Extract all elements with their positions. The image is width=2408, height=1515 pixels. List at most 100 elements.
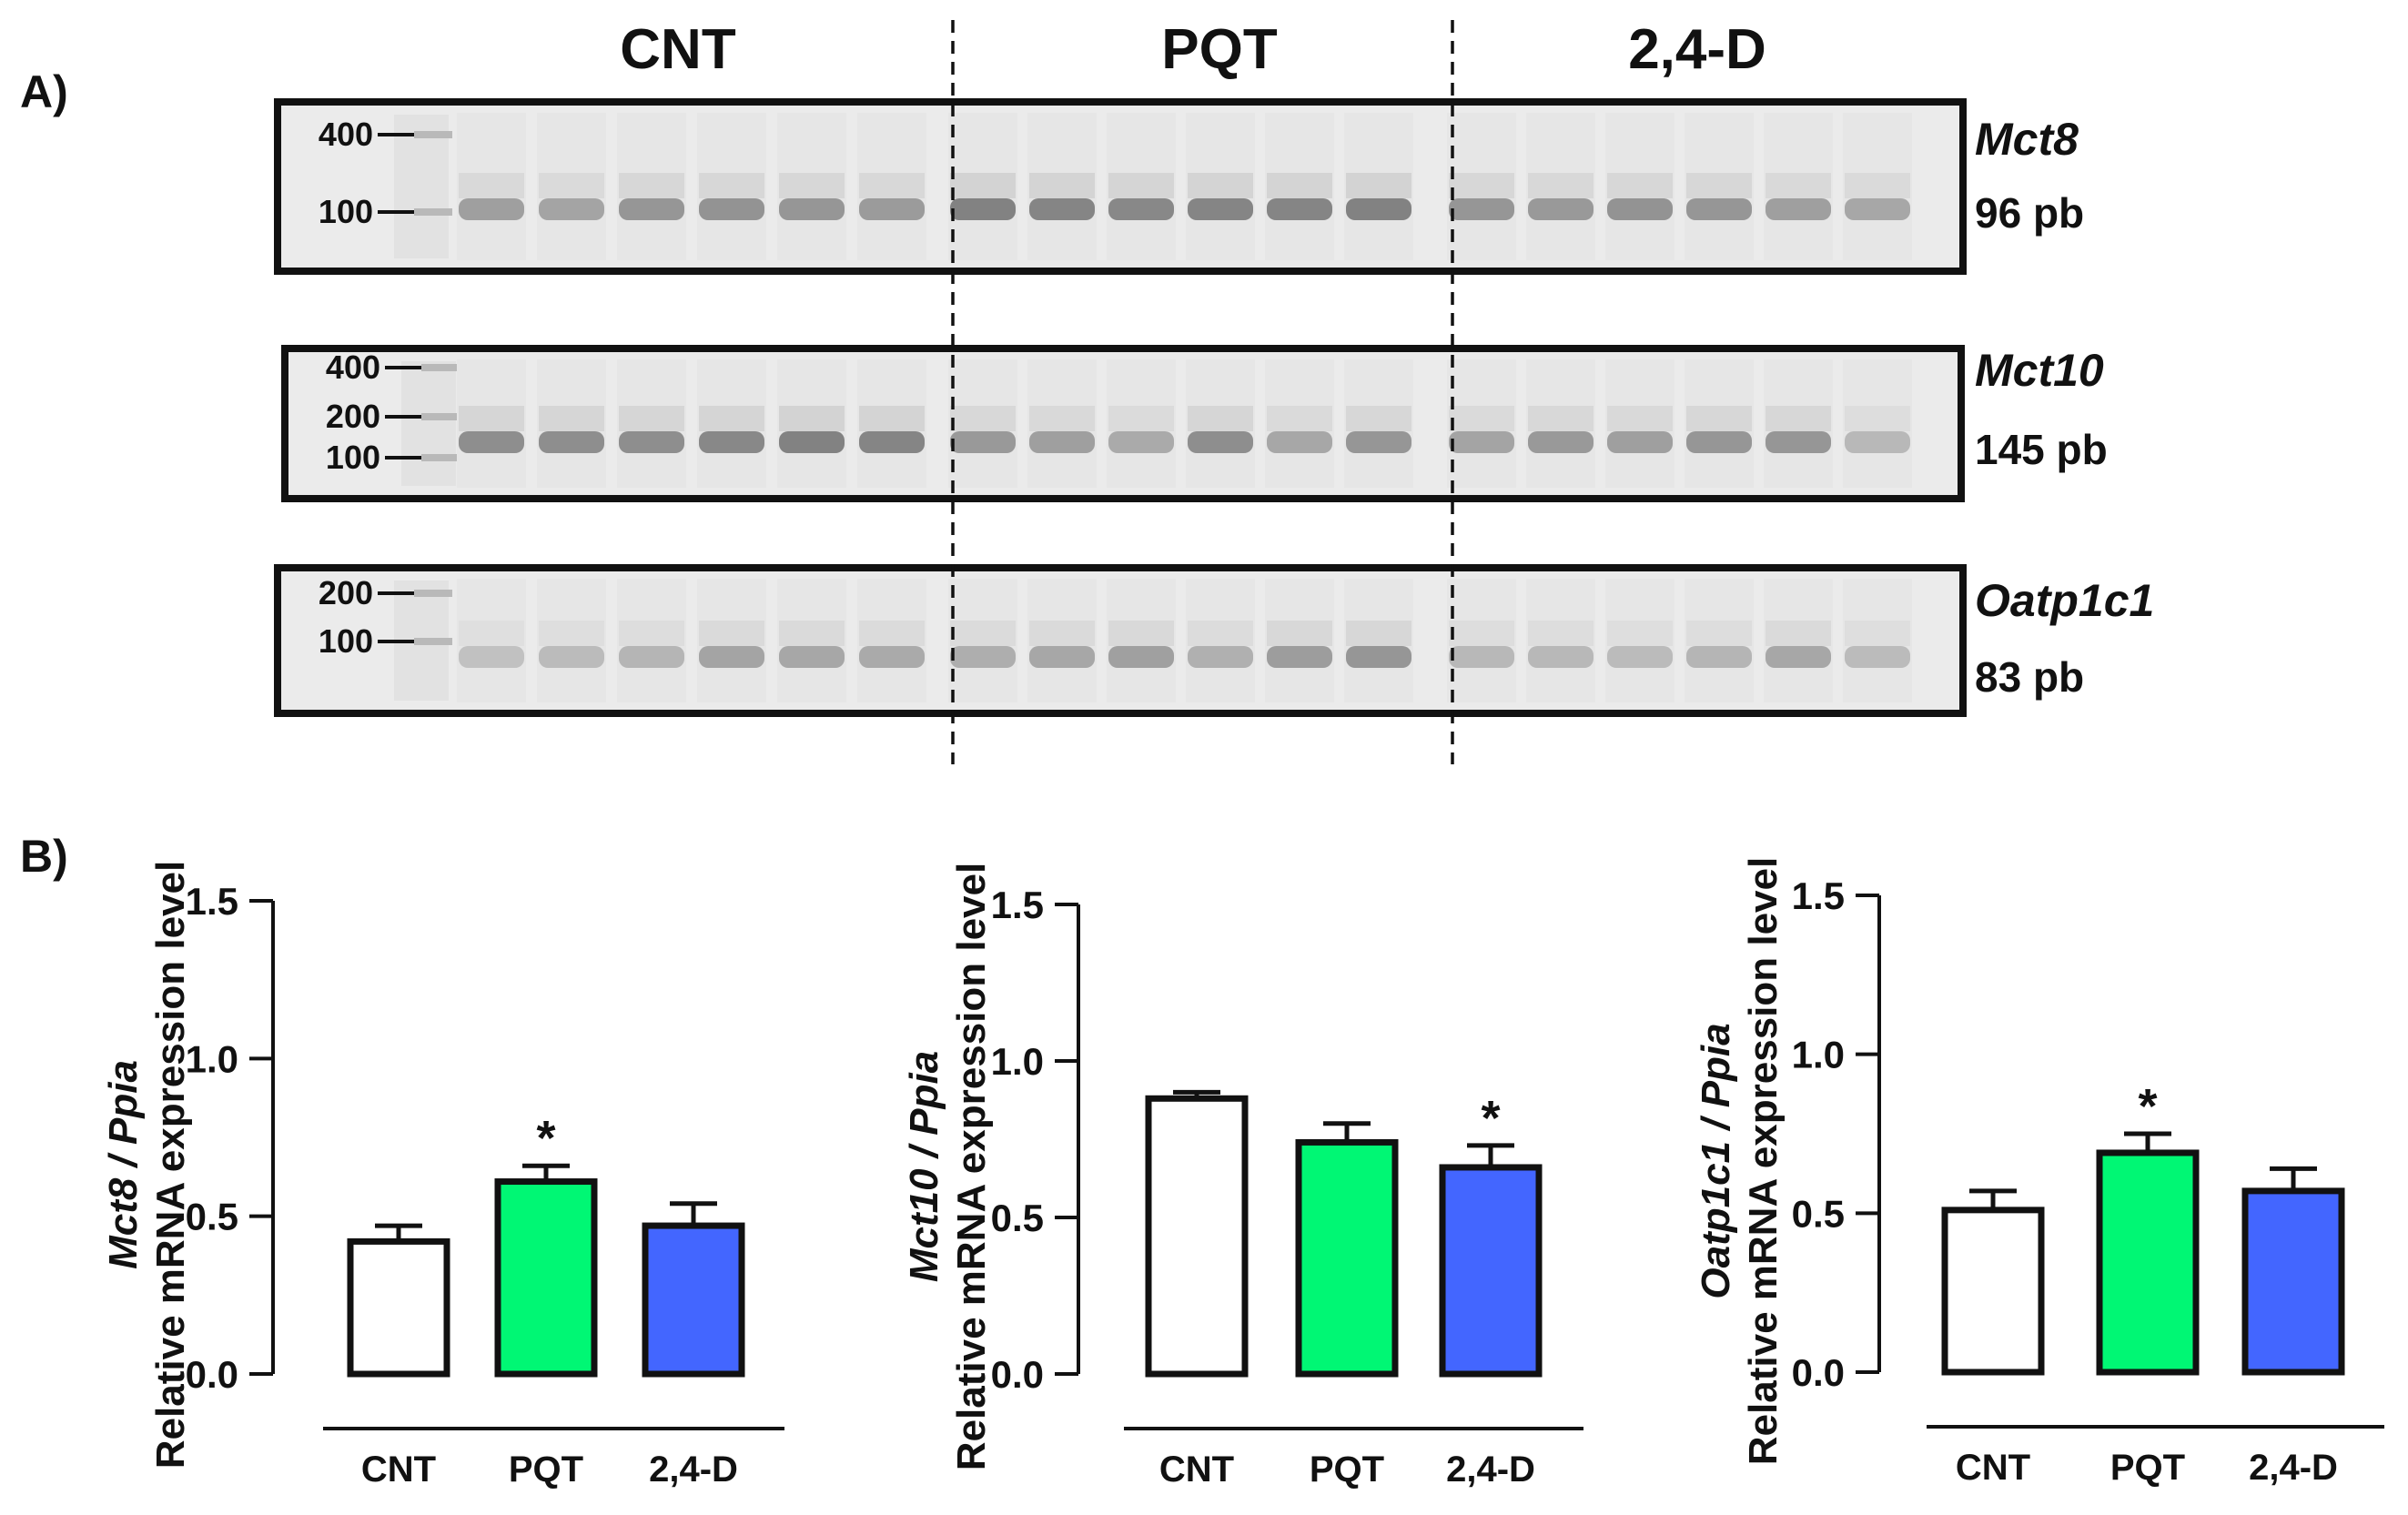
gel-smear bbox=[459, 173, 524, 198]
gel-smear bbox=[1449, 406, 1514, 431]
gel-lane bbox=[1265, 113, 1334, 260]
ladder-label: 200 bbox=[326, 398, 380, 435]
y-axis-label: Relative mRNA expression level bbox=[949, 863, 994, 1470]
gel-band bbox=[1528, 431, 1594, 453]
gel-border bbox=[281, 345, 1965, 502]
x-tick-label: PQT bbox=[1310, 1449, 1384, 1490]
gel-lane bbox=[1526, 359, 1595, 488]
gel-lane bbox=[457, 359, 526, 488]
gel-lane bbox=[1186, 579, 1255, 702]
band-size-label: 145 pb bbox=[1975, 426, 2108, 473]
gel-ladder-lane bbox=[394, 115, 449, 258]
y-tick-label: 1.5 bbox=[186, 880, 238, 923]
gel-smear bbox=[1267, 406, 1332, 431]
gel-smear bbox=[1686, 173, 1752, 198]
gel-lane bbox=[1186, 359, 1255, 488]
gel-lane bbox=[1605, 579, 1674, 702]
gel-band bbox=[459, 198, 524, 220]
ladder-band bbox=[421, 413, 460, 420]
gel-band bbox=[619, 431, 684, 453]
gel-lane bbox=[1526, 113, 1595, 260]
gel-lane bbox=[777, 579, 846, 702]
bar-pqt bbox=[1295, 1138, 1399, 1378]
ladder-label: 400 bbox=[319, 116, 373, 153]
y-tick-label: 1.0 bbox=[186, 1037, 238, 1080]
gel-band bbox=[1449, 198, 1514, 220]
y-tick-label: 0.0 bbox=[991, 1353, 1044, 1396]
gel-band bbox=[859, 646, 925, 668]
gel-smear bbox=[859, 621, 925, 646]
gel-smear bbox=[1188, 406, 1253, 431]
gel-smear bbox=[539, 173, 604, 198]
panel-a-label: A) bbox=[20, 66, 68, 117]
gel-band bbox=[1188, 431, 1253, 453]
gel-band bbox=[1108, 431, 1174, 453]
gel-lane bbox=[1107, 113, 1176, 260]
ladder-label: 200 bbox=[319, 574, 373, 611]
gel-mct8: 400 100 Mct8 96 pb bbox=[274, 98, 2084, 275]
gel-lane bbox=[617, 359, 686, 488]
bar-24d bbox=[2241, 1187, 2345, 1376]
gel-lane bbox=[1843, 113, 1912, 260]
gel-lane bbox=[1843, 359, 1912, 488]
gel-band bbox=[1029, 198, 1095, 220]
gel-lane bbox=[1843, 579, 1912, 702]
gel-lane bbox=[1344, 359, 1413, 488]
ladder-label: 400 bbox=[326, 348, 380, 386]
gel-band bbox=[779, 646, 845, 668]
gel-band bbox=[1108, 646, 1174, 668]
gel-band bbox=[1766, 646, 1831, 668]
gel-band bbox=[539, 431, 604, 453]
ladder-label: 100 bbox=[319, 622, 373, 660]
panel-b-label: B) bbox=[20, 831, 68, 882]
gel-band bbox=[1346, 431, 1411, 453]
gel-smear bbox=[859, 406, 925, 431]
gel-band bbox=[1845, 198, 1910, 220]
x-tick-label: CNT bbox=[1159, 1449, 1234, 1490]
gel-band bbox=[1607, 646, 1673, 668]
x-tick-label: 2,4-D bbox=[649, 1449, 738, 1490]
gel-lane bbox=[697, 579, 766, 702]
gel-band bbox=[1267, 646, 1332, 668]
gel-smear bbox=[779, 173, 845, 198]
gel-lane bbox=[857, 113, 926, 260]
gel-lane bbox=[1447, 359, 1516, 488]
gel-smear bbox=[1449, 173, 1514, 198]
bar-cnt bbox=[347, 1237, 450, 1378]
gel-lane bbox=[1265, 359, 1334, 488]
y-tick-label: 0.0 bbox=[186, 1353, 238, 1396]
gel-band bbox=[1029, 431, 1095, 453]
gel-smear bbox=[1528, 173, 1594, 198]
gel-band bbox=[1845, 646, 1910, 668]
gel-smear bbox=[1449, 621, 1514, 646]
chart-mct8: 0.0 0.5 1.0 1.5 CNT PQT * 2,4-D Mct8 / Ppia Relat… bbox=[101, 861, 784, 1490]
y-axis-gene-label: Mct10 / Ppia bbox=[902, 1051, 946, 1282]
gel-smear bbox=[1845, 406, 1910, 431]
y-tick-label: 1.0 bbox=[991, 1040, 1044, 1083]
group-header-24d: 2,4-D bbox=[1628, 18, 1766, 81]
gel-smear bbox=[459, 621, 524, 646]
gel-lane bbox=[1605, 359, 1674, 488]
gel-panel: 400 100 Mct8 96 pb 400 200 100 Mct10 145 pb 200 10… bbox=[274, 98, 2154, 717]
y-tick-label: 1.5 bbox=[1792, 874, 1845, 917]
gel-smear bbox=[1346, 406, 1411, 431]
gel-smear bbox=[1607, 406, 1673, 431]
gel-smear bbox=[1346, 621, 1411, 646]
gel-lane bbox=[1265, 579, 1334, 702]
significance-marker: * bbox=[536, 1111, 555, 1166]
gel-lane bbox=[537, 359, 606, 488]
gel-lane bbox=[1685, 579, 1754, 702]
x-tick-label: 2,4-D bbox=[2249, 1448, 2338, 1488]
gel-smear bbox=[699, 406, 764, 431]
gel-smear bbox=[459, 406, 524, 431]
y-tick-label: 1.0 bbox=[1792, 1034, 1845, 1076]
gel-lane bbox=[1605, 113, 1674, 260]
y-axis-title: Oatp1c1 / Ppia Relative mRNA expression l… bbox=[1694, 857, 1786, 1465]
gel-border bbox=[274, 564, 1967, 717]
gel-lane bbox=[1685, 359, 1754, 488]
group-header-cnt: CNT bbox=[620, 18, 736, 81]
gel-smear bbox=[619, 621, 684, 646]
gel-band bbox=[950, 431, 1016, 453]
y-axis-gene-label: Oatp1c1 / Ppia bbox=[1694, 1023, 1738, 1298]
